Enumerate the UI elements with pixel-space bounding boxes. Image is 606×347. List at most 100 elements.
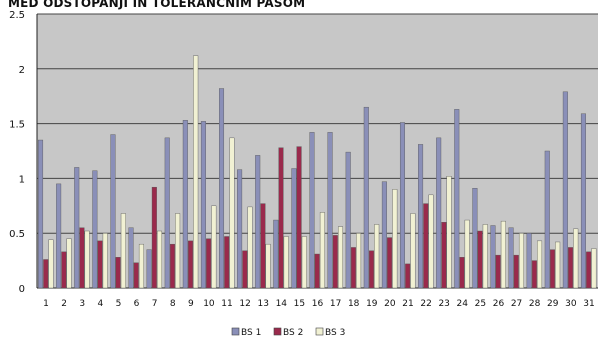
- bar: [441, 222, 447, 289]
- x-tick-label: 6: [134, 299, 140, 309]
- bar: [291, 168, 297, 289]
- x-tick-label: 19: [366, 299, 378, 309]
- x-tick-label: 22: [420, 299, 431, 309]
- bar: [477, 230, 483, 289]
- x-tick-label: 23: [438, 299, 449, 309]
- bar: [586, 251, 592, 289]
- bar: [508, 227, 514, 289]
- bar: [43, 259, 49, 289]
- bar: [345, 151, 351, 289]
- x-tick-label: 5: [116, 299, 122, 309]
- y-tick-label: 2: [19, 65, 25, 76]
- x-tick-label: 14: [276, 299, 288, 309]
- bar: [513, 254, 519, 289]
- bar: [319, 212, 325, 289]
- legend-swatch: [315, 327, 324, 336]
- bar: [278, 147, 284, 289]
- bar: [102, 232, 108, 289]
- bar: [38, 139, 44, 289]
- x-tick-label: 7: [152, 299, 158, 309]
- bar: [327, 132, 333, 289]
- bar: [338, 226, 344, 289]
- bar: [381, 181, 387, 289]
- bar: [265, 243, 271, 289]
- bar: [436, 137, 442, 289]
- y-tick-label: 0: [19, 284, 25, 295]
- bar: [84, 230, 90, 289]
- legend-label: BS 1: [241, 328, 261, 338]
- bar: [301, 236, 307, 289]
- bar: [482, 224, 488, 289]
- bar: [405, 263, 411, 289]
- bar: [146, 249, 152, 289]
- bar: [169, 243, 175, 289]
- bar: [283, 236, 289, 289]
- legend-swatch: [273, 327, 282, 336]
- bar: [423, 203, 429, 289]
- bar: [164, 137, 170, 289]
- bar: [66, 238, 72, 289]
- bar: [115, 257, 121, 289]
- bar: [356, 232, 362, 289]
- x-tick-label: 10: [203, 299, 215, 309]
- bar: [79, 227, 85, 289]
- x-tick-label: 27: [511, 299, 522, 309]
- bar: [273, 219, 279, 289]
- x-tick-label: 1: [43, 299, 49, 309]
- bar: [314, 253, 320, 289]
- legend-label: BS 2: [283, 328, 303, 338]
- x-tick-label: 13: [257, 299, 268, 309]
- x-tick-label: 12: [239, 299, 250, 309]
- bar: [120, 213, 126, 289]
- bar: [247, 206, 253, 289]
- y-tick-label: 2.5: [9, 10, 25, 21]
- bar: [399, 122, 405, 289]
- x-tick-label: 24: [457, 299, 469, 309]
- bar: [568, 247, 574, 289]
- bar: [74, 167, 80, 289]
- x-tick-label: 21: [402, 299, 413, 309]
- bar: [211, 205, 217, 289]
- bar: [392, 189, 398, 289]
- bar: [61, 251, 67, 289]
- x-tick-label: 28: [529, 299, 541, 309]
- bar: [229, 137, 235, 289]
- bar: [332, 235, 338, 289]
- x-tick-label: 20: [384, 299, 396, 309]
- bar: [544, 150, 550, 289]
- bar: [526, 232, 532, 289]
- bar: [591, 248, 597, 289]
- legend-label: BS 3: [325, 328, 345, 338]
- bar: [157, 230, 163, 289]
- bar: [368, 250, 374, 289]
- y-tick-label: 0.5: [9, 229, 25, 240]
- x-tick-label: 29: [547, 299, 559, 309]
- bar: [537, 240, 543, 289]
- bar: [56, 183, 62, 289]
- bar: [92, 170, 98, 289]
- chart-title: MED ODSTOPANJI IN TOLERANČNIM PASOM: [8, 0, 306, 10]
- bar: [110, 134, 116, 289]
- bar: [562, 91, 568, 289]
- bar: [296, 146, 302, 289]
- bar: [363, 106, 369, 289]
- x-tick-label: 11: [221, 299, 232, 309]
- bar: [138, 243, 144, 289]
- bar: [255, 155, 261, 289]
- bar: [531, 260, 537, 289]
- bar: [188, 240, 194, 289]
- bar: [128, 227, 134, 289]
- bar: [472, 188, 478, 289]
- bar: [182, 120, 188, 289]
- bar: [175, 213, 181, 289]
- bar: [224, 236, 230, 289]
- y-tick-label: 1: [19, 174, 25, 185]
- bar: [206, 238, 212, 289]
- x-tick-label: 3: [79, 299, 85, 309]
- x-tick-label: 25: [475, 299, 486, 309]
- bar: [237, 169, 243, 289]
- bar: [459, 257, 465, 289]
- bar: [555, 241, 561, 289]
